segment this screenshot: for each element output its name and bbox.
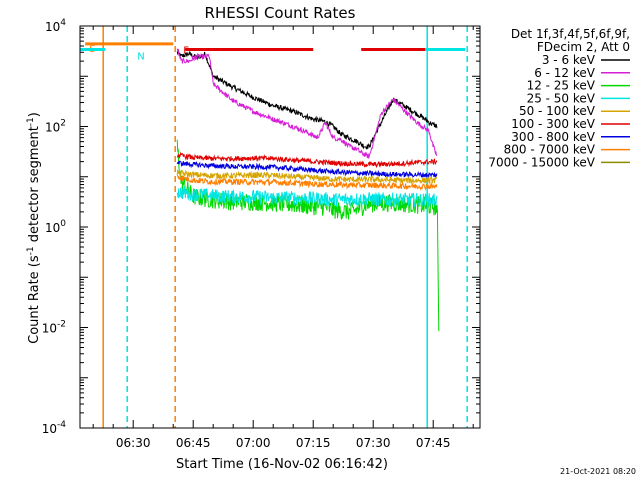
y-tick-base: 10 <box>42 322 57 336</box>
x-tick-label: 07:00 <box>236 436 271 450</box>
legend-label: 800 - 7000 keV <box>504 143 596 157</box>
x-tick-label: 07:30 <box>356 436 391 450</box>
flag-label-f: F <box>183 46 189 57</box>
flag-bars: SNF <box>80 42 466 63</box>
y-tick-base: 10 <box>45 20 60 34</box>
y-axis-label-mid: detector segment <box>27 126 42 246</box>
y-axis-label: Count Rate (s-1 detector segment-1) <box>26 112 42 344</box>
series-line-25-50kev <box>176 186 438 209</box>
y-tick-base: 10 <box>45 121 60 135</box>
x-tick-labels: 06:30 06:45 07:00 07:15 07:30 07:45 <box>116 436 451 450</box>
flag-label-n: N <box>137 52 144 63</box>
x-tick-label: 07:15 <box>296 436 331 450</box>
y-tick-exponent: 4 <box>60 18 66 28</box>
y-tick-label: 100 <box>45 219 66 235</box>
series-line-3-6kev <box>176 49 438 150</box>
legend-header-line-1: Det 1f,3f,4f,5f,6f,9f, <box>511 27 630 41</box>
y-tick-base: 10 <box>45 221 60 235</box>
y-tick-base: 10 <box>42 422 57 436</box>
y-tick-exponent: -2 <box>57 320 66 330</box>
x-tick-label: 06:45 <box>176 436 211 450</box>
vertical-markers <box>102 26 468 428</box>
plot-area: SNF <box>79 25 481 429</box>
series-layer <box>176 48 440 332</box>
timestamp: 21-Oct-2021 08:20 <box>560 467 636 476</box>
y-tick-exponent: 0 <box>60 219 66 229</box>
legend-label: 100 - 300 keV <box>511 117 595 131</box>
series-line-800-7000kev <box>176 174 438 191</box>
plot-frame <box>79 25 481 429</box>
y-axis-label-end: ) <box>27 112 42 117</box>
legend-label: 12 - 25 keV <box>527 79 596 93</box>
legend-label: 25 - 50 keV <box>527 91 596 105</box>
legend-label: 3 - 6 keV <box>542 53 596 67</box>
chart-title: RHESSI Count Rates <box>205 4 356 22</box>
y-tick-label: 10-4 <box>42 420 67 436</box>
y-tick-exponent: -4 <box>57 420 66 430</box>
legend: Det 1f,3f,4f,5f,6f,9f, FDecim 2, Att 0 3… <box>488 27 630 169</box>
axis-ticks <box>80 25 480 429</box>
y-axis-label-sup2: -1 <box>26 117 36 126</box>
legend-label: 7000 - 15000 keV <box>488 155 595 169</box>
y-tick-label: 102 <box>45 119 66 135</box>
legend-header-line-2: FDecim 2, Att 0 <box>537 40 630 54</box>
x-tick-label: 06:30 <box>116 436 151 450</box>
x-tick-label: 07:45 <box>416 436 451 450</box>
series-line-100-300kev <box>176 151 438 169</box>
y-tick-exponent: 2 <box>60 119 66 129</box>
series-line-50-100kev <box>176 168 438 185</box>
y-tick-label: 104 <box>45 18 66 34</box>
legend-label: 6 - 12 keV <box>534 66 596 80</box>
y-tick-label: 10-2 <box>42 320 66 336</box>
series-line-6-12kev <box>176 48 438 159</box>
x-axis-label: Start Time (16-Nov-02 06:16:42) <box>176 457 388 472</box>
series-line-300-800kev <box>176 160 438 179</box>
y-axis-label-sup1: -1 <box>26 246 36 255</box>
legend-label: 300 - 800 keV <box>511 130 595 144</box>
y-axis-label-main: Count Rate (s <box>27 255 42 344</box>
legend-label: 50 - 100 keV <box>519 104 596 118</box>
